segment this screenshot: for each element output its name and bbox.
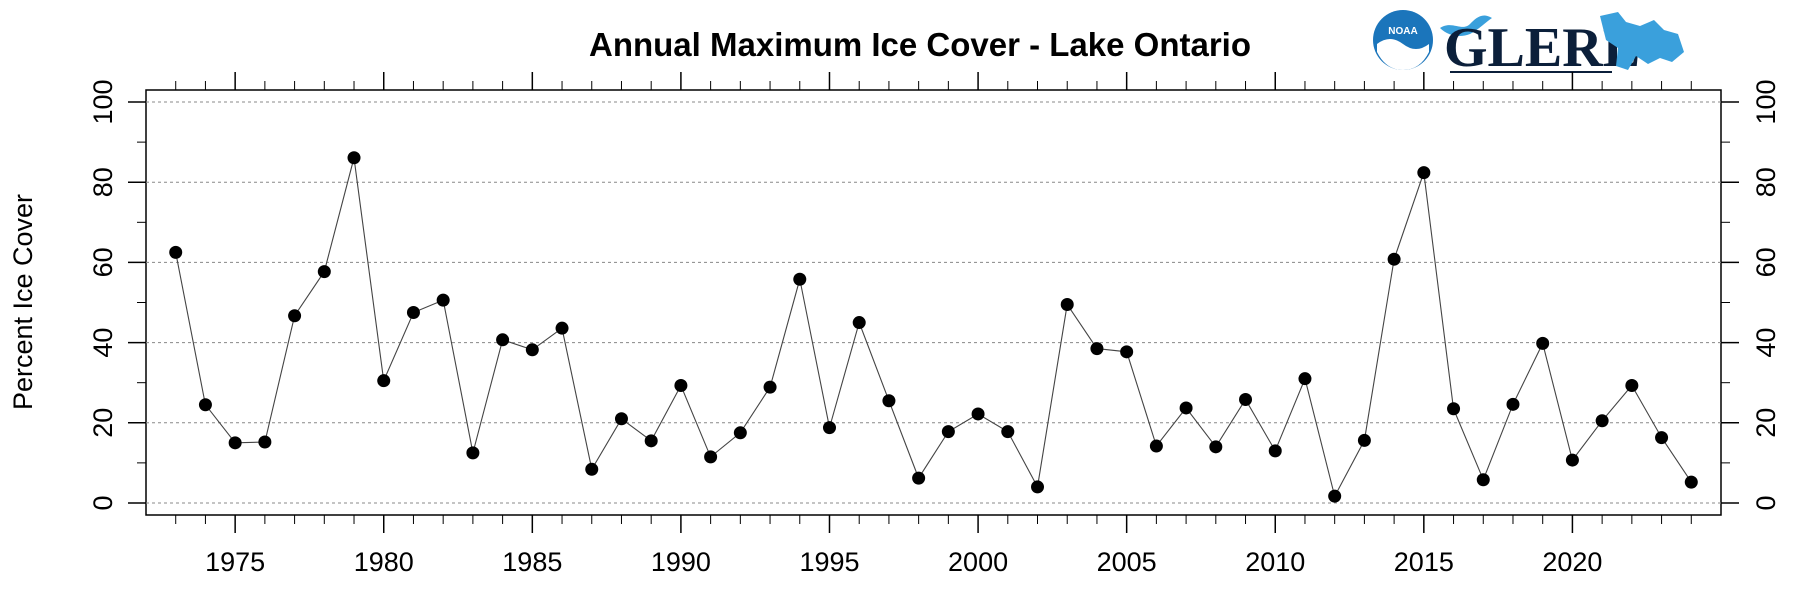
data-point	[1328, 489, 1342, 503]
data-point	[258, 435, 272, 449]
data-point	[1387, 252, 1401, 266]
data-point	[1239, 393, 1253, 407]
data-point	[674, 378, 688, 392]
series-line	[175, 157, 1692, 498]
glerl-logo: GLERL	[1440, 12, 1684, 79]
x-tick-label: 1990	[651, 547, 711, 577]
data-point	[585, 462, 599, 476]
data-point	[377, 374, 391, 388]
y-tick-label-left: 80	[88, 167, 118, 197]
x-tick-label: 2010	[1245, 547, 1305, 577]
plot-frame	[145, 89, 1722, 516]
x-tick-label: 2020	[1542, 547, 1602, 577]
data-point	[704, 450, 718, 464]
x-tick-label: 1975	[205, 547, 265, 577]
y-tick-label-right: 100	[1751, 79, 1781, 124]
x-tick-label: 2015	[1394, 547, 1454, 577]
data-point	[1625, 378, 1639, 392]
data-point	[793, 272, 807, 286]
data-point	[1090, 342, 1104, 356]
data-point	[347, 151, 361, 165]
data-point	[228, 436, 242, 450]
y-tick-label-left: 100	[88, 79, 118, 124]
data-point	[1536, 336, 1550, 350]
data-point	[198, 398, 212, 412]
noaa-logo: NOAA	[1373, 10, 1433, 70]
data-point	[1447, 402, 1461, 416]
data-point	[1031, 480, 1045, 494]
data-point	[1684, 475, 1698, 489]
data-point	[288, 309, 302, 323]
data-point	[1357, 433, 1371, 447]
data-point	[1655, 431, 1669, 445]
x-tick-label: 1985	[502, 547, 562, 577]
data-point	[882, 394, 896, 408]
data-point	[1120, 345, 1134, 359]
data-point	[912, 471, 926, 485]
data-point	[614, 412, 628, 426]
y-tick-label-right: 0	[1751, 495, 1781, 510]
x-tick-label: 2000	[948, 547, 1008, 577]
data-point	[763, 380, 777, 394]
chart-title: Annual Maximum Ice Cover - Lake Ontario	[589, 26, 1251, 63]
data-point	[1565, 453, 1579, 467]
data-point	[644, 434, 658, 448]
great-lakes-icon	[1600, 12, 1684, 70]
y-tick-label-right: 60	[1751, 247, 1781, 277]
noaa-logo-text: NOAA	[1388, 26, 1417, 37]
data-point	[733, 426, 747, 440]
y-tick-label-left: 40	[88, 328, 118, 358]
x-tick-label: 1995	[799, 547, 859, 577]
glerl-logo-swirl	[1440, 15, 1492, 36]
data-point	[1179, 401, 1193, 415]
data-point	[1001, 425, 1015, 439]
y-tick-label-right: 80	[1751, 167, 1781, 197]
data-point	[1268, 444, 1282, 458]
data-point	[1506, 397, 1520, 411]
data-point	[406, 306, 420, 320]
data-point	[1149, 439, 1163, 453]
y-tick-label-right: 20	[1751, 408, 1781, 438]
y-tick-label-left: 0	[88, 495, 118, 510]
data-point	[971, 407, 985, 421]
gridlines	[146, 101, 1721, 504]
data-point	[317, 265, 331, 279]
data-point	[1209, 440, 1223, 454]
data-point	[1417, 166, 1431, 180]
x-tick-label: 2005	[1097, 547, 1157, 577]
data-point	[1595, 414, 1609, 428]
y-tick-label-right: 40	[1751, 328, 1781, 358]
data-point	[1060, 298, 1074, 312]
data-point	[436, 293, 450, 307]
y-axis-label: Percent Ice Cover	[8, 194, 38, 410]
y-tick-label-left: 60	[88, 247, 118, 277]
data-point	[496, 333, 510, 347]
data-point	[1298, 372, 1312, 386]
noaa-logo-wave	[1377, 39, 1429, 70]
data-point	[941, 425, 955, 439]
data-point	[852, 316, 866, 330]
x-tick-label: 1980	[354, 547, 414, 577]
data-point	[555, 321, 569, 335]
series-layer	[169, 151, 1698, 503]
data-point	[822, 421, 836, 435]
data-point	[1476, 473, 1490, 487]
data-point	[525, 343, 539, 357]
data-point	[169, 245, 183, 259]
y-tick-label-left: 20	[88, 408, 118, 438]
data-point	[466, 446, 480, 460]
